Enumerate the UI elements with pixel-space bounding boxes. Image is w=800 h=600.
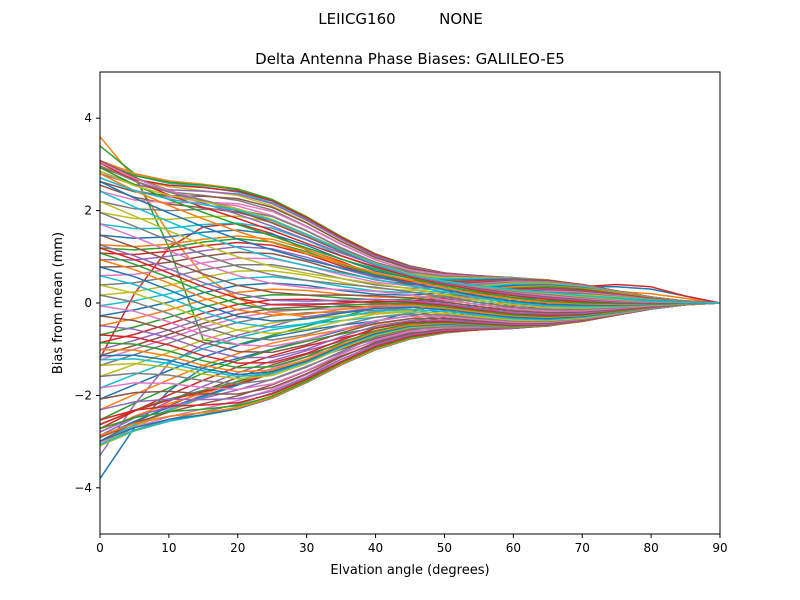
series-line-86	[99, 234, 721, 314]
x-tick-label: 70	[575, 541, 590, 555]
chart-title: Delta Antenna Phase Biases: GALILEO-E5	[255, 50, 565, 68]
x-tick-label: 80	[643, 541, 658, 555]
plot-frame	[99, 71, 721, 535]
suptitle-right: NONE	[439, 10, 483, 28]
series-line-39	[99, 293, 721, 378]
series-line-91	[99, 180, 721, 307]
series-line-93	[99, 166, 721, 305]
x-tick-label: 90	[712, 541, 727, 555]
x-tick-label: 50	[437, 541, 452, 555]
y-tick-label: −4	[74, 481, 92, 495]
x-tick-label: 40	[368, 541, 383, 555]
x-tick-label: 10	[161, 541, 176, 555]
axis-ticks: 0 10 20 30 40 50 60 70 80 90 −4 −2 0 2 4	[74, 111, 727, 555]
series-line-88	[99, 211, 721, 311]
series-line-92	[99, 172, 721, 306]
y-axis-label: Bias from mean (mm)	[51, 232, 66, 374]
series-line-83	[99, 252, 721, 318]
series-line-100	[99, 177, 721, 304]
series-line-87	[99, 223, 721, 313]
y-tick-label: 0	[84, 296, 92, 310]
x-tick-label: 60	[506, 541, 521, 555]
y-tick-label: 4	[84, 111, 92, 125]
suptitle-left: LEIICG160	[318, 10, 395, 28]
x-tick-label: 30	[299, 541, 314, 555]
x-tick-label: 0	[96, 541, 104, 555]
y-tick-label: −2	[74, 388, 92, 402]
series-line-90	[99, 190, 721, 308]
x-tick-label: 20	[230, 541, 245, 555]
x-axis-label: Elvation angle (degrees)	[330, 563, 489, 578]
series-lines	[99, 136, 721, 480]
y-tick-label: 2	[84, 204, 92, 218]
